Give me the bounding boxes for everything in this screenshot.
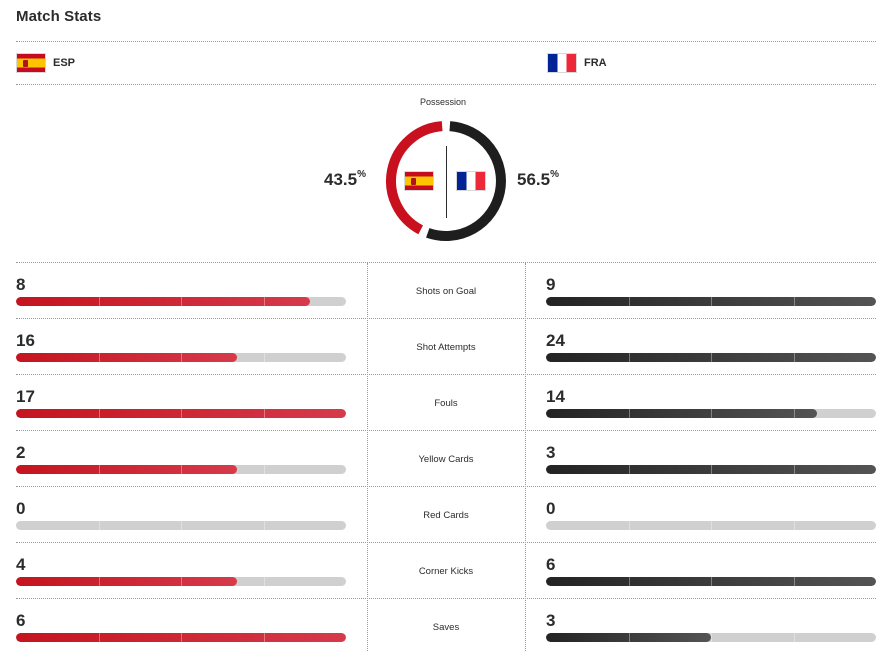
home-stat-bar [16, 353, 346, 362]
divider [16, 41, 876, 42]
possession-panel: Possession 43.5% 56.5% [0, 86, 886, 261]
divider [16, 598, 876, 599]
home-team[interactable]: ESP [16, 53, 75, 73]
home-stat-bar [16, 409, 346, 418]
away-stat-bar [546, 353, 876, 362]
away-stat-value: 3 [546, 443, 556, 462]
column-divider [525, 263, 526, 651]
away-stat-value: 6 [546, 555, 556, 574]
stat-row-saves: 6 Saves 3 [0, 599, 886, 651]
france-flag-icon [456, 171, 486, 191]
stat-row-yellow-cards: 2 Yellow Cards 3 [0, 431, 886, 487]
divider [16, 374, 876, 375]
teams-header: ESP FRA [16, 42, 876, 84]
away-team[interactable]: FRA [547, 53, 607, 73]
spain-flag-icon [16, 53, 46, 73]
stat-row-corner-kicks: 4 Corner Kicks 6 [0, 543, 886, 599]
away-stat-value: 0 [546, 499, 556, 518]
spain-flag-icon [404, 171, 434, 191]
away-stat-fill [546, 633, 795, 642]
home-stat-fill [16, 409, 346, 418]
home-stat-value: 8 [16, 275, 26, 294]
home-stat-bar [16, 633, 346, 642]
away-stat-bar [546, 297, 876, 306]
possession-arc-away [426, 121, 506, 241]
stat-label: Shots on Goal [415, 286, 477, 297]
stat-label: Corner Kicks [418, 566, 474, 577]
away-stat-value: 9 [546, 275, 556, 294]
home-stat-value: 17 [16, 387, 35, 406]
donut-divider [446, 146, 447, 218]
home-stat-value: 6 [16, 611, 26, 630]
stat-label: Shot Attempts [416, 342, 476, 353]
stat-row-shot-attempts: 16 Shot Attempts 24 [0, 319, 886, 375]
home-stat-value: 0 [16, 499, 26, 518]
home-stat-value: 2 [16, 443, 26, 462]
section-title: Match Stats [16, 8, 102, 25]
possession-label: Possession [419, 97, 467, 107]
away-stat-bar [546, 633, 876, 642]
stat-label: Red Cards [423, 510, 469, 521]
possession-home-value: 43.5% [324, 169, 366, 189]
divider [16, 262, 876, 263]
home-stat-bar [16, 577, 346, 586]
away-stat-value: 3 [546, 611, 556, 630]
divider [16, 486, 876, 487]
stat-row-fouls: 17 Fouls 14 [0, 375, 886, 431]
home-team-abbr: ESP [53, 57, 76, 69]
home-stat-fill [16, 465, 265, 474]
possession-away-value: 56.5% [517, 169, 559, 189]
divider [16, 542, 876, 543]
home-stat-bar [16, 521, 346, 530]
away-stat-fill [546, 577, 876, 586]
home-stat-fill [16, 353, 265, 362]
away-stat-value: 24 [546, 331, 565, 350]
away-stat-bar [546, 465, 876, 474]
divider [16, 84, 876, 85]
stats-table: 8 Shots on Goal 9 16 Shot Attempts 24 17 Fouls 1… [0, 263, 886, 651]
stat-label: Saves [432, 622, 460, 633]
home-stat-fill [16, 297, 310, 306]
away-team-abbr: FRA [584, 57, 607, 69]
column-divider [367, 263, 368, 651]
home-stat-value: 16 [16, 331, 35, 350]
away-stat-bar [546, 577, 876, 586]
away-stat-fill [546, 409, 817, 418]
stat-row-red-cards: 0 Red Cards 0 [0, 487, 886, 543]
home-stat-value: 4 [16, 555, 26, 574]
home-stat-bar [16, 297, 346, 306]
possession-donut [386, 121, 506, 241]
away-stat-fill [546, 353, 876, 362]
away-stat-fill [546, 297, 876, 306]
stat-row-shots-on-goal: 8 Shots on Goal 9 [0, 263, 886, 319]
home-stat-fill [16, 577, 265, 586]
away-stat-value: 14 [546, 387, 565, 406]
stat-label: Yellow Cards [418, 454, 474, 465]
divider [16, 318, 876, 319]
away-stat-fill [546, 465, 876, 474]
home-stat-bar [16, 465, 346, 474]
away-stat-bar [546, 409, 876, 418]
stat-label: Fouls [434, 398, 458, 409]
away-stat-bar [546, 521, 876, 530]
france-flag-icon [547, 53, 577, 73]
home-stat-fill [16, 633, 346, 642]
divider [16, 430, 876, 431]
possession-arc-home [386, 121, 443, 235]
